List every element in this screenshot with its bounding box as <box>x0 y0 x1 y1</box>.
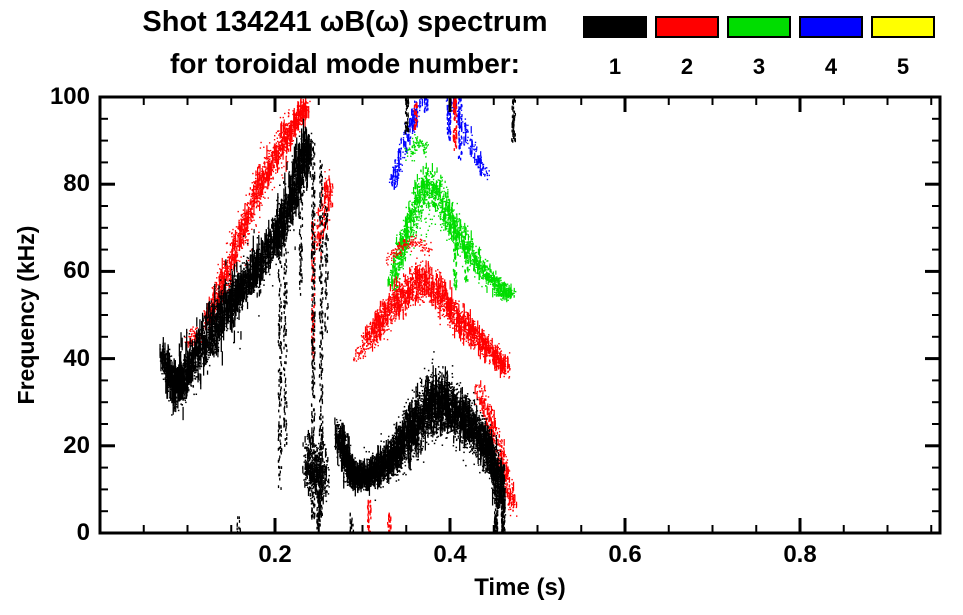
y-tick-label: 0 <box>76 519 90 546</box>
legend-swatch-2 <box>655 16 719 38</box>
legend-swatch-3 <box>727 16 791 38</box>
legend <box>583 16 935 38</box>
x-axis-label: Time (s) <box>474 574 566 601</box>
legend-swatch-5 <box>871 16 935 38</box>
legend-label-5: 5 <box>896 54 910 79</box>
x-tick-label: 0.8 <box>783 541 817 568</box>
y-tick-label: 60 <box>63 257 90 285</box>
y-tick-label: 100 <box>49 83 90 110</box>
y-tick-label: 80 <box>63 170 90 198</box>
y-tick-label: 40 <box>63 344 90 372</box>
legend-swatch-1 <box>583 16 647 38</box>
legend-label-1: 1 <box>608 54 622 79</box>
x-tick-label: 0.6 <box>608 541 642 568</box>
x-tick-label: 0.4 <box>433 541 467 568</box>
y-tick-label: 20 <box>63 431 90 459</box>
legend-swatch-4 <box>799 16 863 38</box>
x-tick-label: 0.2 <box>258 541 292 568</box>
legend-label-3: 3 <box>752 54 766 79</box>
chart-title: Shot 134241 ωB(ω) spectrum <box>142 6 548 38</box>
legend-label-2: 2 <box>680 54 694 79</box>
legend-label-4: 4 <box>824 54 838 79</box>
chart-subtitle: for toroidal mode number: <box>170 48 520 79</box>
legend-numbers: 1 2 3 4 5 <box>583 54 935 80</box>
